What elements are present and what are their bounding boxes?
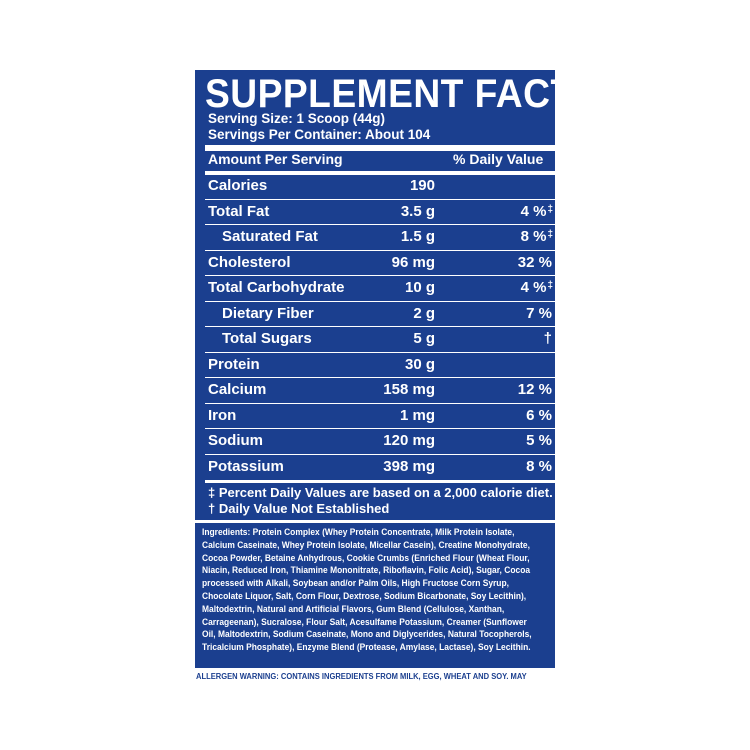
nutrient-row: Protein 30 g (205, 353, 555, 378)
nutrient-amount: 1.5 g (400, 228, 435, 245)
ingredients-line: Calcium Caseinate, Whey Protein Isolate,… (202, 539, 530, 551)
nutrient-daily-value: † (544, 330, 553, 347)
nutrient-daily-value: 12 % (518, 381, 553, 398)
ingredients-line: Tricalcium Phosphate), Enzyme Blend (Pro… (202, 642, 531, 654)
nutrient-row: Total Carbohydrate 10 g 4 %‡ (205, 276, 555, 302)
nutrient-name: Total Fat (208, 202, 270, 220)
nutrient-amount: 120 mg (383, 432, 435, 449)
allergen-warning-strip: ALLERGEN WARNING: CONTAINS INGREDIENTS F… (195, 665, 555, 685)
ingredients-line: Carrageenan), Sucralose, Flour Salt, Ace… (202, 616, 527, 628)
thick-divider-header (205, 171, 555, 175)
daily-value-text: 7 % (526, 304, 552, 322)
nutrient-amount: 2 g (413, 304, 435, 322)
ingredients-line: Niacin, Reduced Iron, Thiamine Mononitra… (202, 565, 531, 577)
nutrient-daily-value: 4 %‡ (521, 203, 553, 220)
nutrient-row: Calcium 158 mg 12 % (205, 378, 555, 404)
supplement-facts-panel: SUPPLEMENT FACTS Serving Size: 1 Scoop (… (195, 70, 555, 668)
nutrient-name: Calcium (208, 381, 267, 398)
nutrient-name: Potassium (208, 457, 284, 475)
ingredients-line: Cocoa Powder, Betaine Anhydrous, Cookie … (202, 552, 530, 564)
nutrient-daily-value: 5 % (526, 432, 553, 449)
nutrient-amount: 190 (409, 177, 435, 194)
nutrient-amount: 3.5 g (400, 202, 435, 220)
table-header: Amount Per Serving % Daily Value (208, 151, 553, 169)
footnote-mark: ‡ (547, 280, 553, 291)
nutrient-amount: 158 mg (383, 381, 435, 398)
allergen-warning: ALLERGEN WARNING: CONTAINS INGREDIENTS F… (196, 671, 527, 681)
nutrient-amount: 1 mg (399, 406, 435, 424)
ingredients-line: Ingredients: Protein Complex (Whey Prote… (202, 527, 515, 538)
nutrient-name: Iron (208, 406, 237, 424)
nutrient-daily-value: 8 % (526, 458, 553, 475)
nutrient-daily-value: 7 % (526, 305, 553, 322)
ingredients-text: Ingredients: Protein Complex (Whey Prote… (202, 527, 555, 655)
divider-footnotes (205, 480, 555, 483)
nutrient-name: Protein (208, 355, 260, 373)
daily-value-text: 12 % (517, 381, 552, 398)
nutrient-amount: 96 mg (391, 253, 435, 271)
ingredients-line: Maltodextrin, Natural and Artificial Fla… (202, 603, 505, 615)
ingredients-line: Oil, Maltodextrin, Sodium Caseinate, Mon… (202, 629, 532, 641)
ingredients-line: processed with Alkali, Soybean and/or Pa… (202, 578, 509, 590)
nutrient-amount: 398 mg (383, 457, 435, 475)
nutrient-row: Dietary Fiber 2 g 7 % (205, 302, 555, 327)
nutrient-name: Total Sugars (222, 330, 312, 347)
divider-ingredients (195, 520, 555, 523)
nutrient-row: Sodium 120 mg 5 % (205, 429, 555, 455)
nutrient-row: Cholesterol 96 mg 32 % (205, 251, 555, 276)
nutrient-daily-value: 4 %‡ (521, 279, 553, 296)
daily-value-text: 4 % (520, 279, 547, 296)
daily-value-text: 4 % (520, 202, 547, 220)
daily-value-text: 5 % (526, 432, 552, 449)
daily-value-text: 8 % (526, 457, 552, 475)
ingredients-line: Chocolate Liquor, Salt, Corn Flour, Dext… (202, 590, 527, 602)
daily-value-text: 6 % (526, 406, 552, 424)
nutrient-daily-value (552, 177, 553, 194)
footnote-percent-dv: ‡ Percent Daily Values are based on a 2,… (208, 485, 553, 500)
nutrient-amount: 5 g (413, 330, 435, 347)
footnote-mark: ‡ (547, 229, 553, 240)
serving-size: Serving Size: 1 Scoop (44g) (208, 111, 386, 126)
nutrient-amount: 30 g (404, 355, 435, 373)
nutrient-daily-value (552, 356, 553, 373)
nutrient-row: Saturated Fat 1.5 g 8 %‡ (205, 225, 555, 251)
nutrient-name: Total Carbohydrate (208, 279, 345, 296)
daily-value-text: 8 % (520, 228, 547, 245)
nutrient-name: Dietary Fiber (222, 304, 314, 322)
nutrient-row: Total Sugars 5 g † (205, 327, 555, 353)
daily-value-label: % Daily Value (453, 151, 544, 167)
nutrient-row: Iron 1 mg 6 % (205, 404, 555, 429)
footnote-dv-not-established: † Daily Value Not Established (208, 501, 390, 516)
nutrient-daily-value: 32 % (518, 254, 553, 271)
daily-value-text: 32 % (517, 253, 552, 271)
nutrient-name: Sodium (208, 432, 263, 449)
nutrient-amount: 10 g (404, 279, 435, 296)
nutrient-row: Potassium 398 mg 8 % (205, 455, 555, 480)
footnote-mark: ‡ (547, 203, 553, 215)
nutrient-daily-value: 6 % (526, 407, 553, 424)
nutrient-name: Saturated Fat (222, 228, 318, 245)
thick-divider-top (205, 145, 555, 151)
nutrient-row: Total Fat 3.5 g 4 %‡ (205, 200, 555, 225)
nutrient-row: Calories 190 (205, 174, 555, 200)
amount-per-serving-label: Amount Per Serving (208, 151, 343, 167)
nutrient-name: Calories (208, 177, 268, 194)
servings-per-container: Servings Per Container: About 104 (208, 127, 431, 142)
nutrient-name: Cholesterol (208, 253, 291, 271)
daily-value-text: † (543, 330, 552, 347)
facts-title: SUPPLEMENT FACTS (205, 72, 555, 116)
nutrient-daily-value: 8 %‡ (521, 228, 553, 245)
